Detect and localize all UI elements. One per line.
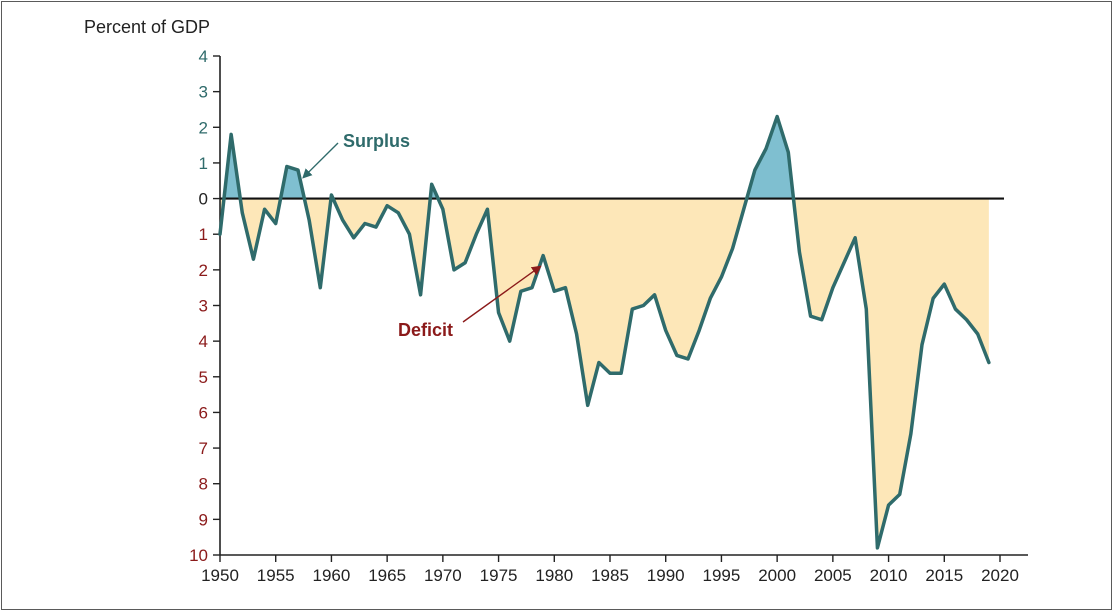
y-tick-label: 0	[199, 190, 208, 209]
y-tick-label: 3	[199, 297, 208, 316]
x-tick-label: 1955	[257, 566, 295, 585]
x-tick-label: 1950	[201, 566, 239, 585]
x-tick-label: 1975	[480, 566, 518, 585]
x-tick-label: 1960	[313, 566, 351, 585]
x-tick-label: 1990	[647, 566, 685, 585]
y-tick-label: 8	[199, 475, 208, 494]
area-layer	[220, 116, 989, 548]
x-tick-label: 2020	[981, 566, 1019, 585]
deficit-arrow	[462, 265, 542, 323]
x-tick-label: 1965	[368, 566, 406, 585]
surplus-arrow	[302, 142, 339, 179]
y-tick-label: 4	[199, 332, 208, 351]
x-tick-label: 1995	[703, 566, 741, 585]
x-tick-label: 1985	[591, 566, 629, 585]
deficit-area	[220, 198, 989, 548]
deficit-label: Deficit	[398, 320, 453, 340]
y-tick-label: 2	[199, 118, 208, 137]
series-line	[218, 114, 991, 550]
y-axis-title: Percent of GDP	[84, 17, 210, 37]
x-tick-label: 2005	[814, 566, 852, 585]
y-tick-label: 3	[199, 83, 208, 102]
y-tick-label: 1	[199, 154, 208, 173]
y-tick-label: 6	[199, 403, 208, 422]
y-tick-label: 9	[199, 510, 208, 529]
x-tick-label: 1980	[535, 566, 573, 585]
y-tick-label: 1	[199, 225, 208, 244]
line-layer	[218, 114, 991, 550]
x-tick-label: 2010	[870, 566, 908, 585]
y-tick-label: 5	[199, 368, 208, 387]
x-tick-label: 2000	[758, 566, 796, 585]
annotation-layer: Surplus Deficit	[302, 131, 542, 340]
y-tick-label: 4	[199, 47, 208, 66]
y-tick-label: 2	[199, 261, 208, 280]
x-tick-label: 2015	[925, 566, 963, 585]
x-tick-label: 1970	[424, 566, 462, 585]
y-tick-label: 10	[189, 546, 208, 565]
surplus-label: Surplus	[343, 131, 410, 151]
y-tick-label: 7	[199, 439, 208, 458]
surplus-area	[220, 116, 989, 199]
